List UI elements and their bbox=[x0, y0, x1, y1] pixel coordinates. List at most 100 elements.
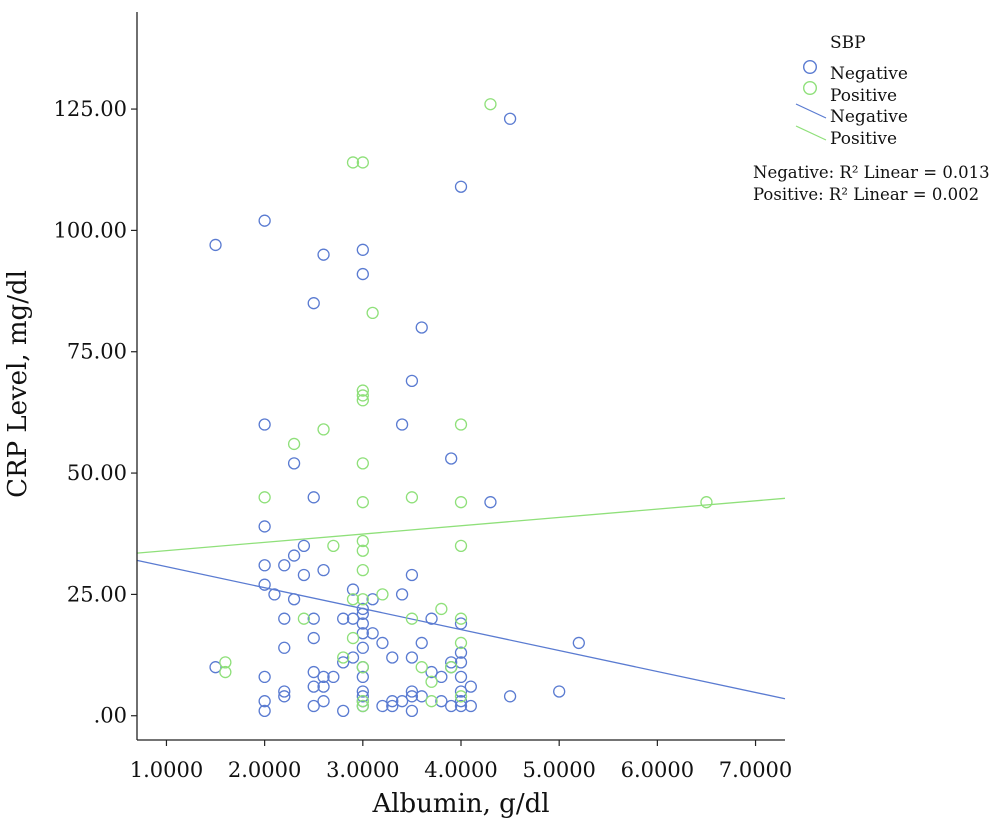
point-negative bbox=[395, 695, 409, 708]
r2-label-negative: Negative: R² Linear = 0.013 bbox=[753, 163, 990, 182]
point-negative bbox=[307, 491, 320, 504]
point-negative bbox=[317, 695, 330, 708]
point-negative bbox=[405, 704, 419, 718]
point-negative bbox=[445, 699, 458, 713]
point-positive bbox=[356, 394, 369, 407]
point-negative bbox=[307, 631, 320, 645]
point-negative bbox=[258, 520, 271, 533]
legend-label-marker-negative: Negative bbox=[830, 64, 908, 84]
point-negative bbox=[572, 636, 585, 650]
point-positive bbox=[356, 384, 369, 397]
point-negative bbox=[405, 651, 419, 664]
point-negative bbox=[356, 267, 369, 281]
point-negative bbox=[346, 651, 360, 664]
point-negative bbox=[297, 568, 311, 582]
point-negative bbox=[337, 656, 350, 669]
point-negative bbox=[405, 685, 419, 698]
point-positive bbox=[425, 695, 438, 708]
point-negative bbox=[405, 568, 419, 582]
x-tick-label: 1.0000 bbox=[130, 758, 203, 782]
point-positive bbox=[346, 156, 360, 169]
x-tick-label: 7.0000 bbox=[719, 758, 792, 782]
point-positive bbox=[454, 539, 468, 553]
point-positive bbox=[405, 491, 419, 504]
point-positive bbox=[356, 695, 369, 708]
point-negative bbox=[258, 670, 271, 684]
point-negative bbox=[287, 593, 301, 606]
legend: SBP Negative Positive Negative Positive bbox=[795, 33, 908, 149]
point-negative bbox=[258, 559, 271, 572]
point-positive bbox=[356, 534, 369, 548]
point-negative bbox=[454, 699, 468, 713]
point-negative bbox=[454, 685, 468, 698]
point-positive bbox=[425, 675, 438, 688]
point-negative bbox=[317, 563, 330, 577]
point-positive bbox=[454, 690, 468, 703]
point-negative bbox=[503, 112, 517, 125]
point-negative bbox=[258, 578, 271, 591]
point-positive bbox=[445, 661, 458, 674]
point-negative bbox=[317, 248, 330, 261]
point-negative bbox=[307, 680, 320, 693]
fit-lines bbox=[136, 497, 786, 700]
point-negative bbox=[376, 636, 389, 650]
point-positive bbox=[327, 539, 340, 553]
point-negative bbox=[386, 699, 399, 713]
point-positive bbox=[337, 651, 350, 664]
point-negative bbox=[415, 690, 428, 703]
point-negative bbox=[425, 665, 438, 679]
point-positive bbox=[219, 656, 232, 669]
x-axis-title: Albumin, g/dl bbox=[371, 789, 549, 818]
point-negative bbox=[209, 238, 222, 252]
point-positive bbox=[415, 661, 428, 674]
point-negative bbox=[307, 699, 320, 713]
point-negative bbox=[356, 243, 369, 256]
point-negative bbox=[386, 695, 399, 708]
point-negative bbox=[268, 588, 281, 601]
point-negative bbox=[346, 612, 360, 625]
point-negative bbox=[454, 670, 468, 684]
point-negative bbox=[366, 627, 379, 640]
legend-title: SBP bbox=[830, 33, 866, 53]
point-negative bbox=[278, 612, 291, 625]
point-negative bbox=[454, 180, 468, 193]
point-negative bbox=[307, 612, 320, 625]
y-tick-label: 50.00 bbox=[67, 461, 127, 485]
point-positive bbox=[356, 699, 369, 713]
point-negative bbox=[287, 457, 301, 470]
y-tick-label: 25.00 bbox=[67, 582, 127, 606]
point-negative bbox=[415, 321, 428, 334]
point-positive bbox=[297, 612, 311, 625]
point-positive bbox=[356, 156, 369, 169]
point-negative bbox=[327, 670, 340, 684]
point-negative bbox=[317, 670, 330, 684]
point-positive bbox=[356, 563, 369, 577]
legend-label-line-positive: Positive bbox=[830, 129, 897, 149]
point-positive bbox=[287, 437, 301, 451]
legend-line-negative bbox=[795, 103, 827, 119]
point-positive bbox=[346, 593, 360, 606]
y-tick-label: 100.00 bbox=[54, 218, 127, 242]
legend-label-marker-positive: Positive bbox=[830, 86, 897, 106]
legend-marker-negative bbox=[803, 60, 818, 75]
point-positive bbox=[454, 496, 468, 509]
point-positive bbox=[484, 98, 497, 111]
point-positive bbox=[376, 588, 389, 601]
point-negative bbox=[356, 690, 369, 703]
point-negative bbox=[464, 680, 477, 693]
point-negative bbox=[386, 651, 399, 664]
point-positive bbox=[435, 602, 448, 616]
y-axis-title: CRP Level, mg/dl bbox=[3, 270, 33, 498]
point-negative bbox=[356, 602, 369, 616]
fit-line-positive bbox=[136, 497, 786, 554]
point-negative bbox=[454, 695, 468, 708]
point-positive bbox=[356, 389, 369, 402]
point-negative bbox=[445, 656, 458, 669]
point-negative bbox=[376, 699, 389, 713]
point-negative bbox=[405, 374, 419, 388]
data-points bbox=[209, 98, 713, 718]
legend-label-line-negative: Negative bbox=[830, 107, 908, 127]
point-positive bbox=[454, 612, 468, 625]
point-negative bbox=[337, 704, 350, 718]
y-tick-label: 75.00 bbox=[67, 340, 127, 364]
